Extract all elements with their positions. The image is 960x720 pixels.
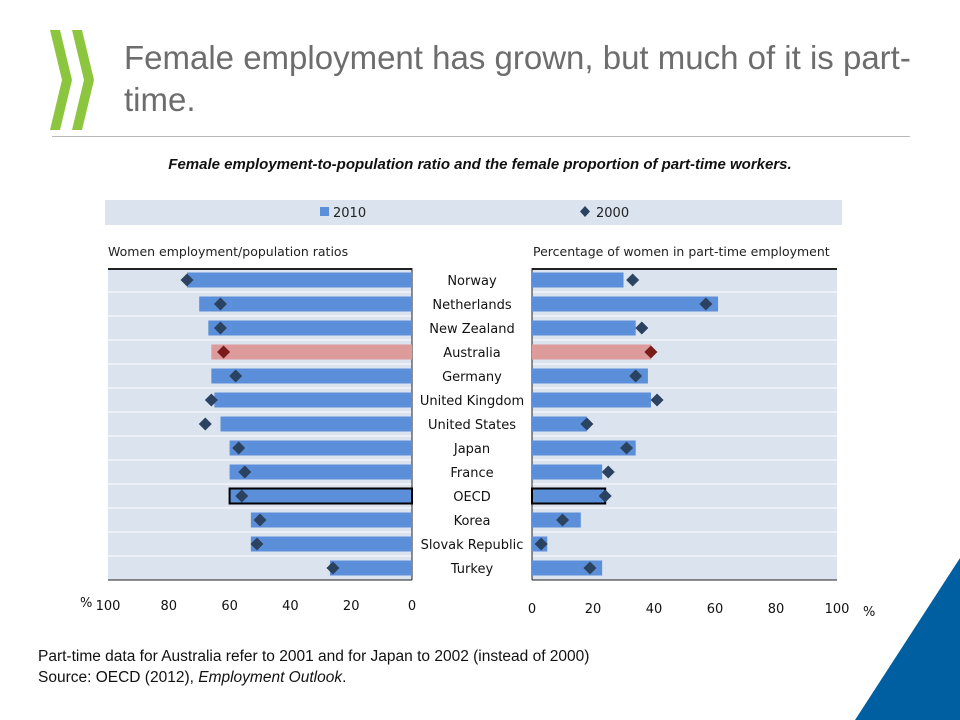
right-x-tick-label: 0 — [528, 602, 536, 617]
left-bar-2010 — [208, 320, 412, 336]
left-marker-2000 — [326, 561, 340, 575]
category-label: Germany — [442, 370, 502, 385]
category-label: Slovak Republic — [421, 538, 524, 553]
left-panel-title: Women employment/population ratios — [108, 244, 348, 259]
source-prefix: Source: OECD (2012), — [38, 669, 199, 686]
right-panel-title: Percentage of women in part-time employm… — [533, 244, 830, 259]
footnote-note: Part-time data for Australia refer to 20… — [38, 648, 590, 665]
right-marker-2000 — [583, 561, 597, 575]
left-x-axis-unit: % — [80, 596, 92, 611]
right-marker-2000 — [601, 465, 615, 479]
title-divider — [52, 136, 910, 137]
left-bar-2010 — [229, 464, 412, 480]
left-x-tick-label: 80 — [161, 599, 178, 614]
left-bar-2010 — [214, 392, 412, 408]
right-marker-2000 — [650, 393, 664, 407]
chart-title: Female employment-to-population ratio an… — [168, 156, 792, 173]
source-suffix: . — [342, 669, 347, 686]
category-label: Australia — [443, 346, 501, 361]
category-label: Japan — [453, 442, 490, 457]
left-marker-2000 — [253, 513, 267, 527]
right-bar-2010 — [532, 272, 624, 288]
right-bar-2010 — [532, 560, 603, 576]
right-x-tick-label: 60 — [707, 602, 724, 617]
category-label: United States — [428, 418, 516, 433]
left-bar-2010 — [220, 416, 412, 432]
left-marker-2000 — [250, 537, 264, 551]
left-marker-2000 — [232, 441, 246, 455]
footnote-source: Source: OECD (2012), Employment Outlook. — [38, 667, 589, 688]
right-marker-2000 — [626, 273, 640, 287]
legend-2010-label: 2010 — [333, 206, 366, 221]
left-bar-2010 — [329, 560, 412, 576]
left-marker-2000 — [180, 273, 194, 287]
right-bar-2010 — [532, 368, 648, 384]
legend-2010-swatch — [320, 207, 329, 216]
left-bar-2010 — [250, 512, 412, 528]
left-x-tick-label: 60 — [221, 599, 238, 614]
left-bar-2010 — [199, 296, 412, 312]
left-x-tick-label: 100 — [96, 599, 121, 614]
right-marker-2000 — [629, 369, 643, 383]
category-label: United Kingdom — [420, 394, 524, 409]
legend-2000-label: 2000 — [596, 206, 629, 221]
right-bar-2010 — [532, 320, 636, 336]
left-x-tick-label: 20 — [343, 599, 360, 614]
right-bar-2010 — [532, 296, 719, 312]
right-bar-2010 — [532, 392, 651, 408]
category-label: Norway — [447, 274, 497, 289]
right-bar-2010 — [532, 440, 636, 456]
right-x-tick-label: 40 — [646, 602, 663, 617]
corner-decoration — [855, 558, 960, 720]
right-x-tick-label: 80 — [768, 602, 785, 617]
right-bar-2010 — [532, 464, 603, 480]
slide-title: Female employment has grown, but much of… — [124, 39, 911, 118]
category-label: Netherlands — [432, 298, 511, 313]
left-x-tick-label: 40 — [282, 599, 299, 614]
category-label: New Zealand — [429, 322, 514, 337]
legend-band — [105, 200, 842, 225]
footnote: Part-time data for Australia refer to 20… — [38, 646, 589, 688]
right-marker-2000 — [699, 297, 713, 311]
right-marker-2000 — [534, 537, 548, 551]
left-marker-2000 — [229, 369, 243, 383]
left-bar-2010 — [211, 344, 412, 360]
left-x-tick-label: 0 — [408, 599, 416, 614]
right-marker-2000 — [644, 345, 658, 359]
left-marker-2000 — [213, 321, 227, 335]
left-marker-2000 — [235, 489, 249, 503]
category-label: OECD — [453, 490, 491, 505]
left-bar-2010 — [250, 536, 412, 552]
left-marker-2000 — [198, 417, 212, 431]
right-bar-2010 — [532, 416, 587, 432]
left-bar-2010 — [229, 440, 412, 456]
right-marker-2000 — [635, 321, 649, 335]
left-marker-2000 — [213, 297, 227, 311]
source-title: Employment Outlook — [198, 669, 343, 686]
right-x-tick-label: 100 — [825, 602, 850, 617]
left-marker-2000 — [217, 345, 231, 359]
left-bar-2010 — [228, 487, 413, 505]
legend-2000-marker — [580, 206, 590, 217]
category-label: Turkey — [450, 562, 494, 577]
right-marker-2000 — [580, 417, 594, 431]
right-x-tick-label: 20 — [585, 602, 602, 617]
left-marker-2000 — [204, 393, 218, 407]
right-marker-2000 — [598, 489, 612, 503]
right-marker-2000 — [556, 513, 569, 527]
category-label: Korea — [454, 514, 491, 529]
right-marker-2000 — [620, 441, 634, 455]
right-x-axis-unit: % — [863, 605, 875, 620]
oecd-chevron-logo — [50, 30, 94, 130]
category-label: France — [450, 466, 493, 481]
right-bar-2010 — [532, 344, 651, 360]
right-bar-2010 — [531, 487, 607, 505]
left-bar-2010 — [211, 368, 412, 384]
left-bar-2010 — [187, 272, 412, 288]
left-marker-2000 — [238, 465, 252, 479]
